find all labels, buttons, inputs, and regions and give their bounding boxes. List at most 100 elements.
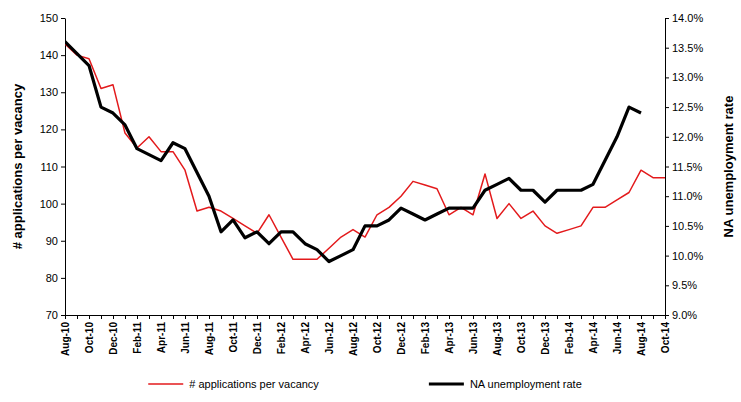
tick-mark xyxy=(389,315,390,319)
tick-label: 10.5% xyxy=(672,220,703,232)
tick-mark xyxy=(665,256,669,257)
tick-mark xyxy=(593,315,594,319)
chart-container: 7080901001101201301401509.0%9.5%10.0%10.… xyxy=(0,0,741,402)
tick-mark xyxy=(257,315,258,319)
tick xyxy=(77,315,78,319)
tick-mark xyxy=(449,315,450,319)
tick: 11.0% xyxy=(665,190,703,202)
tick-mark xyxy=(269,315,270,319)
tick xyxy=(485,315,486,319)
tick-mark xyxy=(281,315,282,319)
tick-label: Dec-10 xyxy=(108,322,119,355)
tick: Dec-11 xyxy=(252,315,263,354)
legend: # applications per vacancy NA unemploymen… xyxy=(148,378,582,390)
tick-label: Feb-14 xyxy=(564,322,575,355)
chart-svg: 7080901001101201301401509.0%9.5%10.0%10.… xyxy=(0,0,741,402)
tick: 140 xyxy=(40,49,65,61)
tick-mark xyxy=(149,315,150,319)
y-axis-title: # applications per vacancy xyxy=(10,83,25,249)
tick-mark xyxy=(209,315,210,319)
tick-mark xyxy=(113,315,114,319)
tick xyxy=(269,315,270,319)
tick-mark xyxy=(605,315,606,319)
tick-mark xyxy=(665,167,669,168)
tick-label: Dec-13 xyxy=(540,322,551,355)
tick-mark xyxy=(65,315,66,319)
tick-label: 70 xyxy=(46,309,58,321)
tick: Aug-12 xyxy=(348,315,359,356)
tick-mark xyxy=(521,315,522,319)
tick: Dec-10 xyxy=(108,315,119,355)
tick: 70 xyxy=(46,309,65,321)
tick: Aug-13 xyxy=(492,315,503,356)
tick-mark xyxy=(641,315,642,319)
tick-label: Dec-11 xyxy=(252,322,263,355)
tick: 100 xyxy=(40,198,65,210)
tick: Jun-11 xyxy=(180,315,191,354)
tick-mark xyxy=(665,226,669,227)
tick-mark xyxy=(665,196,669,197)
tick xyxy=(653,315,654,319)
tick-label: 11.0% xyxy=(672,190,703,202)
tick-mark xyxy=(545,315,546,319)
tick: Apr-14 xyxy=(588,315,599,354)
tick-mark xyxy=(61,315,65,316)
tick-label: 10.0% xyxy=(672,250,703,262)
tick-mark xyxy=(173,315,174,319)
tick-mark xyxy=(665,315,666,319)
tick: Oct-11 xyxy=(228,315,239,353)
tick-label: 90 xyxy=(46,235,58,247)
tick-mark xyxy=(485,315,486,319)
x-axis: Aug-10 Oct-10 Dec-10 Feb-11 Apr-11 Jun-11 Aug-… xyxy=(60,315,671,356)
tick xyxy=(221,315,222,319)
tick: Aug-14 xyxy=(636,315,647,356)
tick-label: 120 xyxy=(40,123,58,135)
tick-label: Apr-11 xyxy=(156,322,167,354)
tick: Feb-14 xyxy=(564,315,575,354)
tick-label: Aug-13 xyxy=(492,322,503,356)
tick-label: 110 xyxy=(40,161,58,173)
tick xyxy=(317,315,318,319)
tick-label: Aug-10 xyxy=(60,322,71,356)
tick: 10.5% xyxy=(665,220,703,232)
tick-mark xyxy=(221,315,222,319)
tick-label: Apr-13 xyxy=(444,322,455,354)
tick-mark xyxy=(617,315,618,319)
tick-label: Feb-11 xyxy=(132,322,143,354)
tick: Feb-12 xyxy=(276,315,287,354)
tick-mark xyxy=(161,315,162,319)
tick-mark xyxy=(629,315,630,319)
tick-label: 13.0% xyxy=(672,71,703,83)
tick-label: 14.0% xyxy=(672,12,703,24)
tick-label: Oct-11 xyxy=(228,322,239,353)
legend-label: # applications per vacancy xyxy=(189,378,319,390)
tick xyxy=(149,315,150,319)
tick: Feb-13 xyxy=(420,315,431,354)
tick: Oct-10 xyxy=(84,315,95,353)
tick xyxy=(605,315,606,319)
tick-mark xyxy=(185,315,186,319)
tick xyxy=(413,315,414,319)
tick-label: 140 xyxy=(40,49,58,61)
tick-label: 9.5% xyxy=(672,279,697,291)
tick-label: 12.5% xyxy=(672,101,703,113)
tick xyxy=(389,315,390,319)
tick: 9.0% xyxy=(665,309,697,321)
tick: 14.0% xyxy=(665,12,703,24)
tick: 12.0% xyxy=(665,131,703,143)
legend-entry: NA unemployment rate xyxy=(429,378,582,390)
tick-label: 130 xyxy=(40,86,58,98)
tick: 90 xyxy=(46,235,65,247)
tick-mark xyxy=(665,285,669,286)
tick-mark xyxy=(61,167,65,168)
legend-swatch xyxy=(148,383,183,385)
tick-label: 100 xyxy=(40,198,58,210)
tick-label: 9.0% xyxy=(672,309,697,321)
tick: Dec-12 xyxy=(396,315,407,355)
tick-mark xyxy=(653,315,654,319)
tick xyxy=(245,315,246,319)
tick-mark xyxy=(233,315,234,319)
tick-label: Jun-12 xyxy=(324,322,335,355)
tick-label: Oct-14 xyxy=(660,322,671,354)
tick-mark xyxy=(569,315,570,319)
